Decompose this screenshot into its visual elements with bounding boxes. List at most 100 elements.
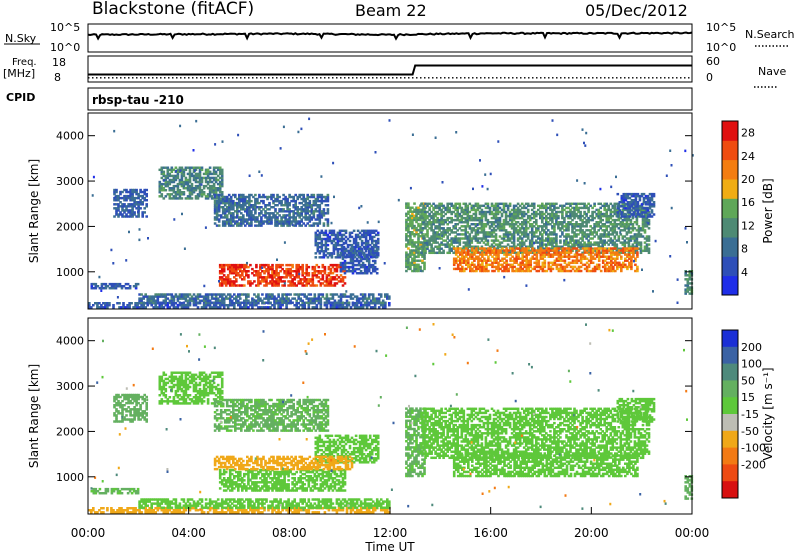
echo-cell [194,180,198,184]
echo-cell [125,215,128,218]
echo-cell [485,263,488,267]
echo-cell [422,221,425,224]
echo-cell [541,218,544,222]
echo-cell [212,168,216,172]
echo-cell [343,282,347,285]
echo-cell [220,176,224,180]
echo-cell [434,221,437,224]
echo-cell [272,214,275,217]
echo-cell [488,225,492,228]
echo-cell [212,187,216,190]
echo-cell [532,233,536,236]
echo-cell [150,299,154,302]
echo-cell [361,304,365,307]
echo-cell [341,293,345,296]
echo-cell [236,212,239,215]
echo-cell [261,299,264,302]
echo-cell [341,270,345,273]
echo-cell [325,297,329,300]
echo-cell [575,241,578,244]
echo-cell [314,197,318,201]
echo-cell [303,272,307,275]
echo-cell [615,231,619,234]
echo-cell [428,227,431,230]
echo-cell [625,227,629,230]
echo-cell [603,243,607,246]
echo-cell [314,231,318,235]
echo-cell [310,210,314,213]
echo-cell [314,241,318,245]
echo-cell [446,243,450,246]
echo-cell [411,241,414,244]
echo-cell [140,306,143,309]
echo-cell [481,259,484,262]
echo-cell [571,206,574,210]
echo-cell [561,212,564,216]
echo-cell [371,263,375,267]
echo-cell [609,212,613,216]
echo-cell [376,245,380,249]
echo-cell [121,213,124,216]
echo-cell [349,253,353,257]
echo-cell [363,304,367,307]
echo-cell [184,297,188,300]
echo-cell [115,209,118,212]
echo-cell [202,193,206,196]
echo-cell [308,204,312,207]
echo-cell [543,239,546,242]
echo-cell [215,201,219,205]
echo-cell [514,229,518,232]
echo-cell [597,221,601,224]
echo-cell [269,265,272,269]
echo-cell [470,241,474,244]
echo-cell [370,235,374,239]
echo-cell [288,216,291,219]
echo-cell [621,243,625,246]
echo-cell [117,199,120,202]
echo-cell [247,282,250,285]
echo-cell [176,174,180,178]
echo-cell [283,301,286,304]
echo-cell [184,293,188,296]
echo-cell [229,204,233,207]
echo-cell [482,235,486,238]
echo-cell [297,306,301,309]
echo-cell [522,241,526,244]
echo-cell [317,293,321,296]
echo-cell [106,306,109,309]
echo-cell [162,301,166,304]
echo-cell [490,245,494,248]
echo-cell [232,208,235,211]
echo-cell [313,295,317,298]
echo-cell [463,269,466,273]
echo-cell [530,229,534,232]
echo-cell [461,251,464,254]
echo-cell [497,265,500,269]
echo-cell [257,282,260,285]
echo-cell [420,245,423,248]
echo-cell [285,272,288,275]
echo-cell [480,210,484,214]
echo-cell [324,229,328,233]
echo-cell [287,293,290,296]
echo-cell [498,229,502,232]
echo-cell [373,251,377,255]
echo-cell [311,301,315,304]
echo-cell [599,235,603,238]
echo-cell [245,297,248,300]
echo-cell [454,206,458,210]
nave-tick-60: 60 [706,55,720,68]
echo-cell [239,297,242,300]
echo-cell [283,299,286,302]
echo-cell [479,265,482,269]
echo-cell [500,237,504,240]
echo-cell [257,299,260,302]
echo-cell [532,212,536,216]
echo-cell [266,216,269,219]
echo-cell [297,295,301,298]
echo-cell [337,299,341,302]
echo-cell [539,243,542,246]
echo-cell [512,204,516,208]
echo-cell [438,202,441,206]
echo-cell [454,223,458,226]
